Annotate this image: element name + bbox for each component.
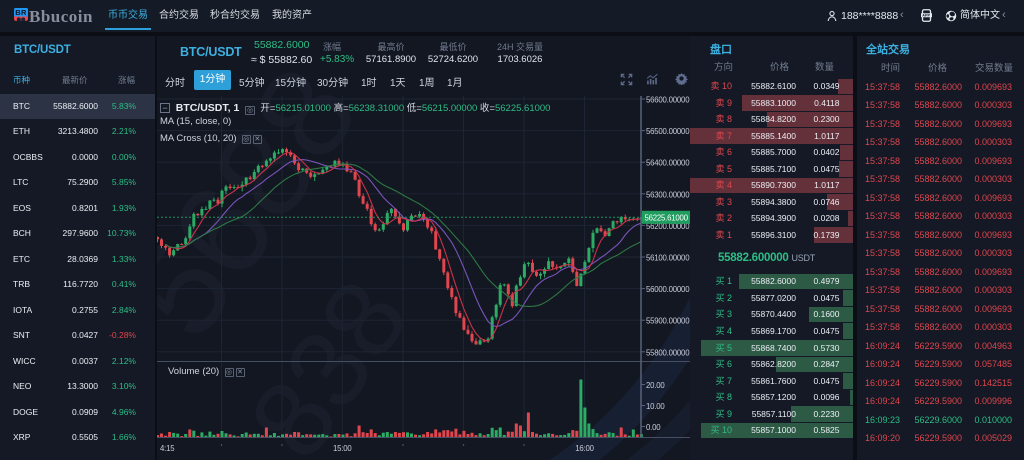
- svg-text:56200.00000: 56200.00000: [646, 222, 690, 231]
- svg-text:55800.00000: 55800.00000: [646, 348, 690, 357]
- svg-text:56600.00000: 56600.00000: [646, 96, 690, 105]
- svg-text:56225.61000: 56225.61000: [645, 213, 689, 222]
- svg-text:R: R: [21, 8, 27, 17]
- svg-text:20.00: 20.00: [646, 381, 665, 390]
- svg-text:56100.00000: 56100.00000: [646, 254, 690, 263]
- svg-text:10.00: 10.00: [646, 402, 665, 411]
- svg-text:15:00: 15:00: [333, 444, 352, 453]
- svg-text:APP: APP: [922, 14, 930, 18]
- svg-text:0.00: 0.00: [646, 423, 661, 432]
- svg-text:16:00: 16:00: [575, 444, 594, 453]
- svg-text:56000.00000: 56000.00000: [646, 285, 690, 294]
- svg-text:4:15: 4:15: [160, 444, 175, 453]
- svg-text:56400.00000: 56400.00000: [646, 159, 690, 168]
- svg-text:56300.00000: 56300.00000: [646, 190, 690, 199]
- svg-text:B: B: [15, 8, 21, 17]
- svg-text:56500.00000: 56500.00000: [646, 127, 690, 136]
- svg-text:55900.00000: 55900.00000: [646, 317, 690, 326]
